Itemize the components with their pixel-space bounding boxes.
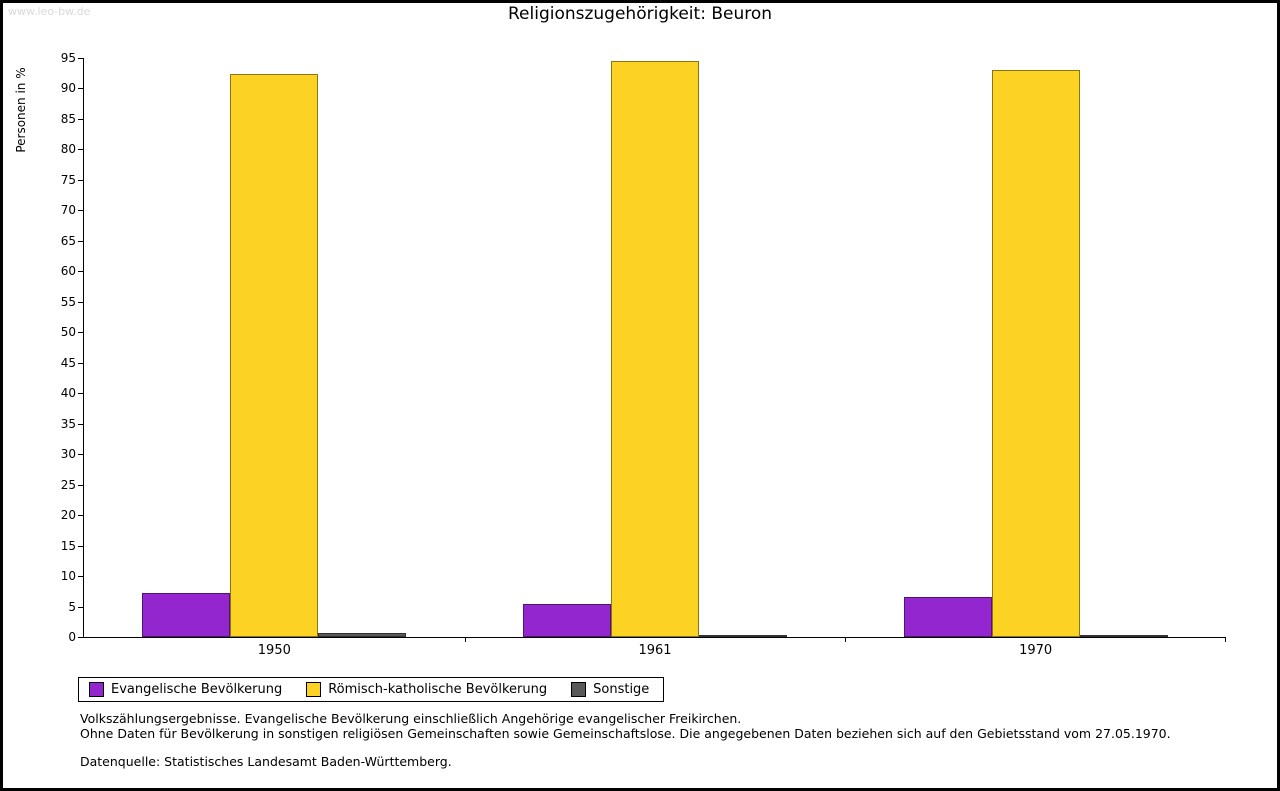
y-tick-label: 60: [60, 264, 76, 279]
y-tick-label: 45: [60, 355, 76, 370]
chart-title: Religionszugehörigkeit: Beuron: [507, 4, 773, 24]
x-tick: [845, 637, 847, 642]
legend-label-katholisch: Römisch-katholische Bevölkerung: [328, 682, 548, 697]
y-tick: [78, 545, 84, 547]
y-tick-label: 15: [60, 538, 76, 553]
x-tick-label: 1961: [638, 643, 672, 658]
y-tick: [78, 179, 84, 181]
legend-swatch-sonstige: [571, 682, 587, 697]
y-tick: [78, 240, 84, 242]
y-tick: [78, 454, 84, 456]
legend-swatch-katholisch: [306, 682, 322, 697]
y-tick-label: 35: [60, 416, 76, 431]
legend-item-evangelisch: Evangelische Bevölkerung: [89, 682, 282, 697]
legend: Evangelische Bevölkerung Römisch-katholi…: [78, 677, 665, 702]
bar: [1079, 635, 1168, 637]
y-tick: [78, 637, 84, 638]
y-tick: [78, 515, 84, 517]
bar: [318, 633, 407, 637]
y-tick-label: 95: [60, 51, 76, 65]
legend-label-evangelisch: Evangelische Bevölkerung: [111, 682, 283, 697]
y-tick-label: 5: [68, 599, 76, 614]
bar: [230, 74, 319, 637]
y-tick: [78, 362, 84, 364]
y-tick-label: 25: [60, 477, 76, 492]
bar: [142, 593, 231, 637]
plot-area: 0 5 10 15 20 25 30 35 40 45 50 55 60 65 70 75 80 85 90 95 19…: [61, 51, 1226, 658]
y-tick-label: 30: [60, 447, 76, 462]
y-tick: [78, 210, 84, 212]
legend-swatch-evangelisch: [89, 682, 104, 697]
legend-label-sonstige: Sonstige: [593, 682, 650, 697]
y-tick-label: 20: [60, 508, 76, 523]
y-tick-label: 50: [60, 325, 76, 340]
x-tick-label: 1950: [257, 643, 291, 658]
y-tick: [78, 484, 84, 486]
bar: [523, 604, 611, 637]
y-tick: [78, 301, 84, 303]
bar: [699, 635, 787, 637]
y-tick-label: 65: [60, 233, 76, 248]
legend-item-katholisch: Römisch-katholische Bevölkerung: [306, 682, 547, 697]
bar: [991, 70, 1080, 637]
watermark: www.leo-bw.de: [8, 5, 91, 18]
y-tick: [78, 423, 84, 425]
y-tick: [78, 393, 84, 395]
y-tick-label: 75: [60, 172, 76, 187]
footnote-line-2: Ohne Daten für Bevölkerung in sonstigen …: [80, 726, 1171, 741]
y-tick-label: 55: [60, 294, 76, 309]
y-tick: [78, 576, 84, 578]
y-tick-label: 40: [60, 386, 76, 401]
x-tick: [464, 637, 466, 642]
y-tick: [78, 88, 84, 90]
y-tick-label: 0: [68, 630, 76, 644]
x-tick: [1225, 637, 1226, 642]
y-tick: [78, 118, 84, 120]
bar: [611, 61, 699, 637]
y-tick-label: 80: [60, 142, 76, 157]
y-tick: [78, 332, 84, 334]
x-tick-label: 1970: [1019, 643, 1053, 658]
y-tick: [78, 271, 84, 273]
y-tick-label: 85: [60, 111, 76, 126]
footnotes: Volkszählungsergebnisse. Evangelische Be…: [80, 711, 1171, 769]
y-tick: [78, 606, 84, 608]
footnote-line-1: Volkszählungsergebnisse. Evangelische Be…: [80, 711, 742, 726]
y-tick-label: 10: [60, 569, 76, 584]
y-tick: [78, 149, 84, 151]
y-tick-label: 90: [60, 81, 76, 96]
y-axis-title: Personen in %: [14, 67, 28, 153]
bar: [903, 596, 992, 637]
data-source: Datenquelle: Statistisches Landesamt Bad…: [80, 754, 452, 769]
y-tick-label: 70: [60, 203, 76, 218]
legend-item-sonstige: Sonstige: [571, 682, 649, 697]
y-tick: [78, 58, 84, 59]
